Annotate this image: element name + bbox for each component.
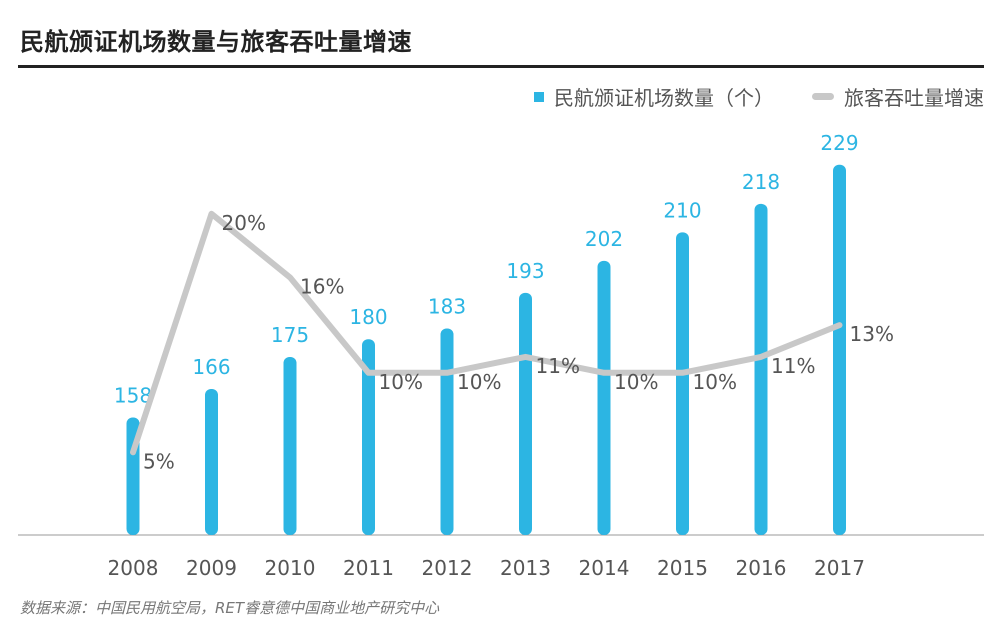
x-tick-2014: 2014 bbox=[579, 556, 630, 580]
bar-label-2017: 229 bbox=[820, 131, 858, 155]
bar-2016 bbox=[754, 203, 768, 536]
bar-2014 bbox=[597, 260, 611, 535]
bar-2009 bbox=[205, 389, 218, 535]
bar-label-2016: 218 bbox=[742, 170, 780, 194]
line-label-2016: 11% bbox=[771, 354, 815, 378]
line-label-2009: 20% bbox=[222, 211, 266, 235]
line-label-2012: 10% bbox=[457, 370, 501, 394]
bar-2017 bbox=[833, 164, 846, 535]
legend-bar-swatch bbox=[534, 91, 544, 102]
title-rule bbox=[18, 65, 984, 68]
chart-title: 民航颁证机场数量与旅客吞吐量增速 bbox=[20, 28, 412, 56]
growth-line bbox=[130, 210, 843, 456]
line-label-2017: 13% bbox=[850, 322, 894, 346]
legend-line-label: 旅客吞吐量增速 bbox=[844, 86, 984, 110]
x-tick-2009: 2009 bbox=[186, 556, 237, 580]
bar-label-2008: 158 bbox=[114, 384, 152, 408]
legend-bar-label: 民航颁证机场数量（个） bbox=[554, 86, 774, 110]
bar-label-2011: 180 bbox=[349, 305, 387, 329]
line-label-2010: 16% bbox=[300, 274, 344, 298]
legend-line-swatch bbox=[812, 93, 834, 100]
x-tick-2015: 2015 bbox=[657, 556, 708, 580]
bar-label-2015: 210 bbox=[663, 198, 701, 222]
line-label-2011: 10% bbox=[379, 370, 423, 394]
bar-2013 bbox=[519, 292, 532, 535]
line-label-2015: 10% bbox=[693, 370, 737, 394]
legend: 民航颁证机场数量（个） 旅客吞吐量增速 bbox=[534, 82, 984, 111]
bar-label-2012: 183 bbox=[428, 295, 466, 319]
bar-2010 bbox=[283, 357, 297, 535]
bar-2011 bbox=[362, 339, 375, 535]
x-tick-2010: 2010 bbox=[265, 556, 316, 580]
x-tick-2013: 2013 bbox=[500, 556, 551, 580]
x-tick-2016: 2016 bbox=[736, 556, 787, 580]
x-tick-2012: 2012 bbox=[422, 556, 473, 580]
line-label-2013: 11% bbox=[536, 354, 580, 378]
line-label-2014: 10% bbox=[614, 370, 658, 394]
x-tick-2008: 2008 bbox=[108, 556, 159, 580]
source-note: 数据来源：中国民用航空局，RET睿意德中国商业地产研究中心 bbox=[20, 599, 440, 617]
x-tick-2017: 2017 bbox=[814, 556, 865, 580]
bar-label-2014: 202 bbox=[585, 227, 623, 251]
bar-label-2010: 175 bbox=[271, 323, 309, 347]
bar-label-2009: 166 bbox=[192, 355, 230, 379]
bar-2015 bbox=[676, 232, 689, 535]
line-label-2008: 5% bbox=[143, 449, 175, 473]
bar-2012 bbox=[440, 328, 454, 535]
bar-label-2013: 193 bbox=[506, 259, 544, 283]
x-tick-2011: 2011 bbox=[343, 556, 394, 580]
